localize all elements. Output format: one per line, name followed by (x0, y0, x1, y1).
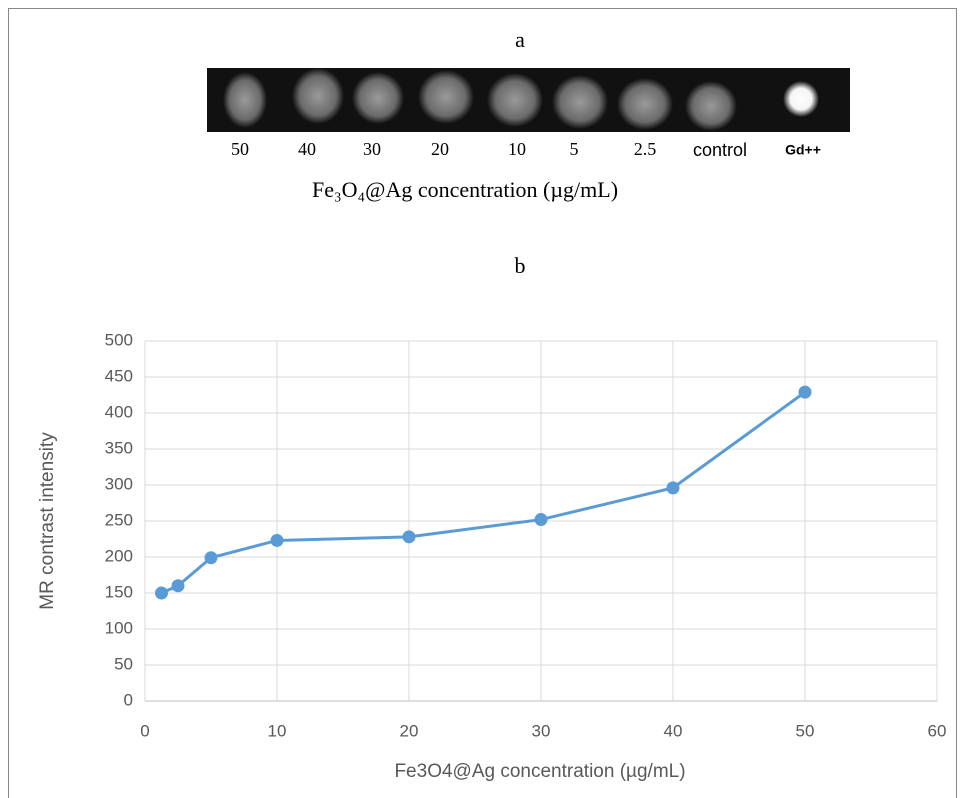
x-tick-label: 0 (140, 721, 149, 740)
data-line (162, 392, 806, 593)
data-point (172, 579, 185, 592)
mr-image (207, 68, 850, 132)
lane-label: 5 (570, 139, 579, 159)
lane-label: Gd++ (785, 142, 821, 158)
lane-label: control (693, 140, 747, 160)
data-point (667, 481, 680, 494)
lane-label: 20 (431, 139, 449, 159)
y-tick-label: 250 (105, 510, 133, 529)
y-tick-label: 0 (124, 690, 133, 709)
y-axis-title: MR contrast intensity (37, 432, 58, 610)
x-tick-label: 40 (664, 721, 683, 740)
x-axis-title: Fe3O4@Ag concentration (µg/mL) (394, 761, 685, 782)
image-caption: Fe₃O₄@Ag concentration (µg/mL) (312, 177, 618, 202)
lane-label: 40 (298, 139, 316, 159)
y-tick-label: 450 (105, 366, 133, 385)
figure: a 50 40 30 20 10 5 2.5 control Gd++ Fe₃O₄@Ag con… (0, 0, 965, 798)
lane-label: 2.5 (634, 139, 657, 159)
x-tick-label: 20 (400, 721, 419, 740)
data-point (403, 530, 416, 543)
y-tick-label: 200 (105, 546, 133, 565)
data-point (155, 587, 168, 600)
lane-label: 30 (363, 139, 381, 159)
y-tick-label: 100 (105, 618, 133, 637)
y-tick-label: 50 (114, 654, 133, 673)
lane-label: 10 (508, 139, 526, 159)
x-tick-label: 50 (796, 721, 815, 740)
y-tick-label: 350 (105, 438, 133, 457)
x-tick-label: 10 (268, 721, 287, 740)
y-tick-label: 300 (105, 474, 133, 493)
x-tick-label: 60 (928, 721, 947, 740)
panel-label: b (515, 253, 526, 278)
y-tick-label: 150 (105, 582, 133, 601)
y-tick-label: 500 (105, 330, 133, 349)
lane-label: 50 (231, 139, 249, 159)
data-point (205, 551, 218, 564)
data-point (535, 513, 548, 526)
panel-label: a (515, 27, 525, 52)
y-tick-label: 400 (105, 402, 133, 421)
x-tick-label: 30 (532, 721, 551, 740)
data-point (799, 386, 812, 399)
data-point (271, 534, 284, 547)
